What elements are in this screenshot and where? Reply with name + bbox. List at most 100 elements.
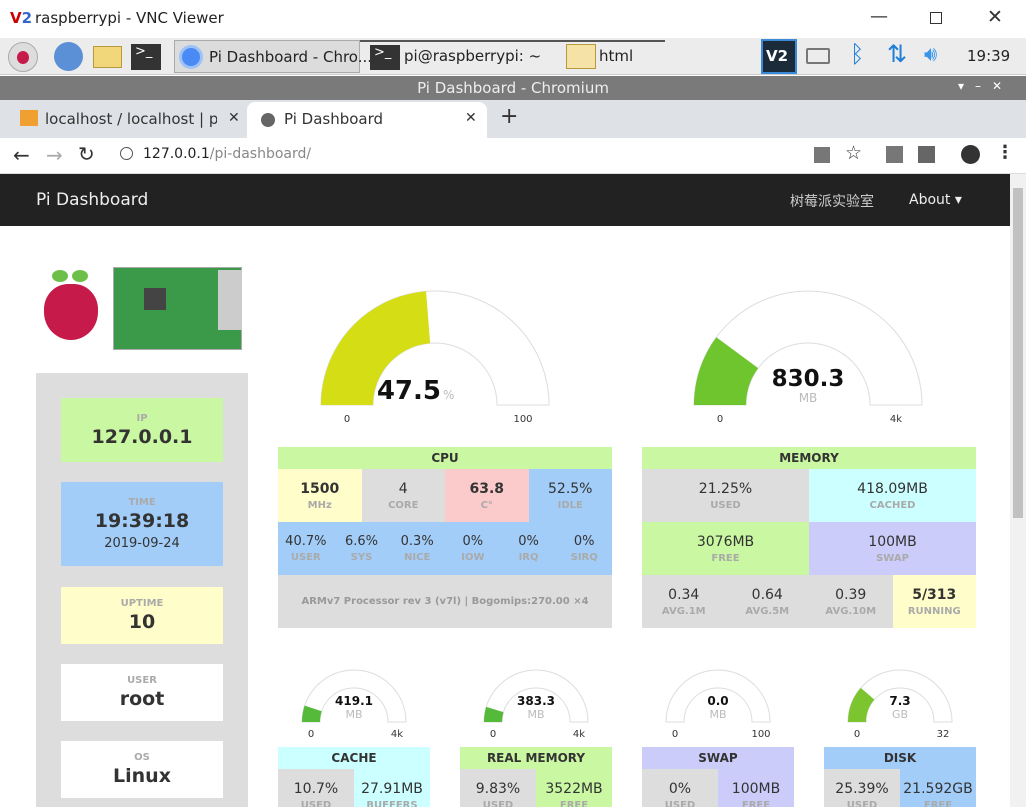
table-header: MEMORY [642,447,976,469]
table-header: DISK [824,747,976,769]
table-cell: 0.34 AVG.1M [642,575,726,628]
active-tab[interactable]: Pi Dashboard ✕ [247,102,487,138]
card-label: UPTIME [120,598,164,609]
vnc-tray[interactable]: V2 [761,39,797,74]
extension-icon[interactable] [886,146,903,163]
cell-label: FREE [559,799,589,807]
gauge-unit: MB [527,708,544,721]
cell-label: AVG.5M [745,605,790,617]
nav-link: About [909,192,951,208]
bookmark[interactable]: ☆ [845,142,863,164]
table-cell: 40.7% USER [278,522,334,575]
card-label: OS [134,752,150,763]
cell-value: 418.09MB [857,480,928,497]
tab-favicon [20,110,38,126]
task-label: Pi Dashboard - Chro... [209,48,373,66]
url[interactable]: 127.0.0.1/pi-dashboard/ [143,146,311,162]
table-cell: ARMv7 Processor rev 3 (v7l) | Bogomips:2… [278,575,612,628]
table-row: 0.34 AVG.1M 0.64 AVG.5M 0.39 AVG.10M 5/313 RUNN… [642,575,976,628]
gauge-fill [302,705,322,722]
table-row: 10.7% USED 27.91MB BUFFERS [278,769,430,807]
table-cell: 5/313 RUNNING [892,575,976,628]
cell-label: SWAP [876,552,909,564]
cell-label: MHz [307,499,332,511]
maximize[interactable] [930,12,942,24]
table-row: 3076MB FREE 100MB SWAP [642,522,976,575]
cell-value: 0% [462,534,484,549]
forward[interactable]: → [46,143,63,167]
task-label[interactable]: pi@raspberrypi: ~ [404,47,542,65]
back[interactable]: ← [13,143,30,167]
table-row: 1500 MHz 4 CORE 63.8 C° 52.5% IDLE [278,469,612,522]
gauge-max: 100 [751,729,770,740]
tab-title[interactable]: localhost / localhost | ph [45,110,217,128]
cell-label: USED [482,799,514,807]
navbar: Pi Dashboard 树莓派实验室 About ▾ [0,174,1010,226]
brand[interactable]: Pi Dashboard [36,190,149,210]
reload[interactable]: ↻ [78,142,95,166]
cell-value: 21.592GB [903,780,973,797]
card-value: root [119,688,165,710]
table-cell: 418.09MB CACHED [809,469,976,522]
tab-title: Pi Dashboard [284,110,384,128]
menu-icon[interactable] [8,42,38,72]
keyboard-icon[interactable] [806,48,830,64]
cell-value: 21.25% [698,480,753,497]
gauge-min: 0 [490,729,496,740]
gauge-value: 419.1 [335,694,373,708]
task-label[interactable]: html [599,47,634,65]
minimize[interactable]: — [870,6,888,27]
files-icon[interactable] [93,46,122,68]
cell-value: 0% [518,534,539,549]
gauge-value: 830.3 [772,366,845,392]
menu[interactable]: ⋮ [996,142,1014,163]
table-cell: 9.83% USED [460,769,536,807]
gauge-max: 4k [391,729,403,740]
table-row: 25.39% USED 21.592GB FREE [824,769,976,807]
gauge-unit: MB [709,708,726,721]
gauge-max: 100 [513,414,532,425]
scrollbar[interactable] [1010,174,1026,807]
profile-icon[interactable] [961,145,980,164]
table-row: 0% USED 100MB FREE [642,769,794,807]
cell-value: 3076MB [696,533,755,550]
cell-label: AVG.10M [825,605,877,617]
address-bar: ← → ↻ 127.0.0.1/pi-dashboard/ ☆ ⋮ [0,138,1026,174]
extension-icon[interactable] [918,146,935,163]
terminal-icon[interactable]: >_ [131,44,161,70]
network-icon[interactable]: ⇅ [887,40,908,68]
table-cell: 6.6% SYS [333,522,390,575]
nav-link[interactable]: 树莓派实验室 [790,194,874,210]
tab-close[interactable]: ✕ [228,110,240,126]
bluetooth-icon[interactable]: ᛒ [850,40,865,68]
sidebar: IP 127.0.0.1 TIME 19:39:18 2019-09-24 UPTIME 1… [36,373,248,807]
close[interactable]: ✕ [987,6,1003,28]
new-tab[interactable]: + [500,104,519,129]
info-icon[interactable] [120,147,133,160]
gauge-value: 47.5 [377,376,441,406]
volume-icon[interactable]: 🔊︎ [924,42,938,66]
cell-value: 0.3% [400,534,434,549]
cell-value: 40.7% [285,534,327,549]
table-header: REAL MEMORY [460,747,612,769]
cell-value: 0.64 [751,586,783,603]
task-indicator [360,40,665,42]
cell-label: CORE [388,499,419,511]
nav-dropdown[interactable]: About ▾ [909,192,962,208]
table-cell: 21.592GB FREE [900,769,976,807]
chromium-icon [179,45,203,69]
info-card: TIME 19:39:18 2019-09-24 [61,482,223,566]
translate-icon[interactable] [814,147,830,163]
browser-icon[interactable] [54,42,83,71]
gauge-min: 0 [717,414,723,425]
cell-value: 3522MB [545,780,603,797]
table-cell: 1500 MHz [278,469,362,522]
table-cell: 100MB FREE [718,769,794,807]
gauge-unit: % [443,388,454,402]
cell-label: FREE [711,552,740,564]
window-controls[interactable]: ▾–✕ [958,79,1014,93]
tab-close[interactable]: ✕ [465,110,477,126]
cell-value: 0.39 [835,586,867,603]
task-item[interactable]: Pi Dashboard - Chro... [174,40,372,73]
